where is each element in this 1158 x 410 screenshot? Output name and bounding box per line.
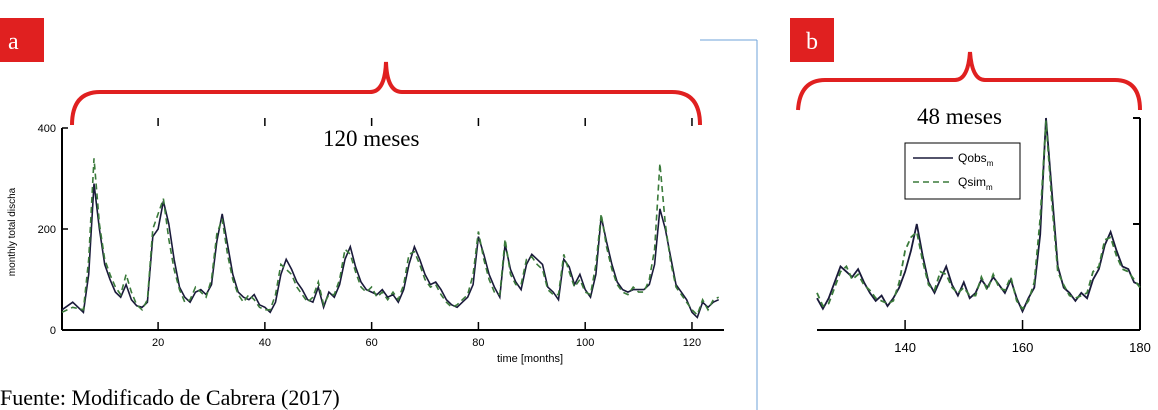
badge-a-label: a — [8, 29, 19, 55]
annotation-b: 48 meses — [917, 104, 1002, 129]
x-tick-label-b: 160 — [1012, 340, 1034, 355]
xlabel-a: time [months] — [497, 353, 563, 365]
x-tick-label-a: 20 — [152, 337, 164, 349]
series-a — [61, 158, 720, 319]
axes-a: 0 200 400 20 40 60 80 100 120 — [38, 118, 724, 349]
x-tick-label-a: 80 — [472, 337, 484, 349]
caption: Fuente: Modificado de Cabrera (2017) — [0, 385, 340, 410]
x-tick-label-a: 60 — [366, 337, 378, 349]
legend-label-qsim: Qsimm — [958, 175, 993, 192]
legend-box — [904, 142, 1021, 200]
y-tick-label-a: 0 — [50, 325, 56, 337]
x-tick-label-a: 120 — [683, 337, 701, 349]
x-tick-label-b: 180 — [1129, 340, 1151, 355]
series-line-b-1 — [816, 120, 1141, 311]
legend-label-qobs: Qobsm — [958, 151, 994, 168]
ylabel-a: monthly total discha — [7, 187, 18, 276]
series-b — [816, 117, 1141, 314]
badge-a — [0, 18, 44, 62]
y-tick-label-a: 200 — [38, 224, 56, 236]
y-tick-label-a: 400 — [38, 123, 56, 135]
bracket-b — [796, 51, 1142, 111]
legend-b: Qobsm Qsimm — [904, 142, 1021, 200]
panel-a: a 120 meses 0 200 400 20 40 60 80 100 120 monthl… — [0, 18, 724, 365]
panel-b: b 48 meses 140 160 180 Qobsm Qsimm — [790, 18, 1151, 355]
annotation-a: 120 meses — [323, 126, 420, 151]
x-tick-label-a: 100 — [576, 337, 594, 349]
axes-b: 140 160 180 — [817, 117, 1151, 355]
x-tick-label-b: 140 — [894, 340, 916, 355]
badge-b-label: b — [806, 29, 818, 55]
x-tick-label-a: 40 — [259, 337, 271, 349]
series-line-a-1 — [61, 158, 720, 317]
series-line-a-0 — [61, 183, 720, 319]
bracket-a — [70, 61, 702, 126]
badge-b — [790, 18, 834, 62]
